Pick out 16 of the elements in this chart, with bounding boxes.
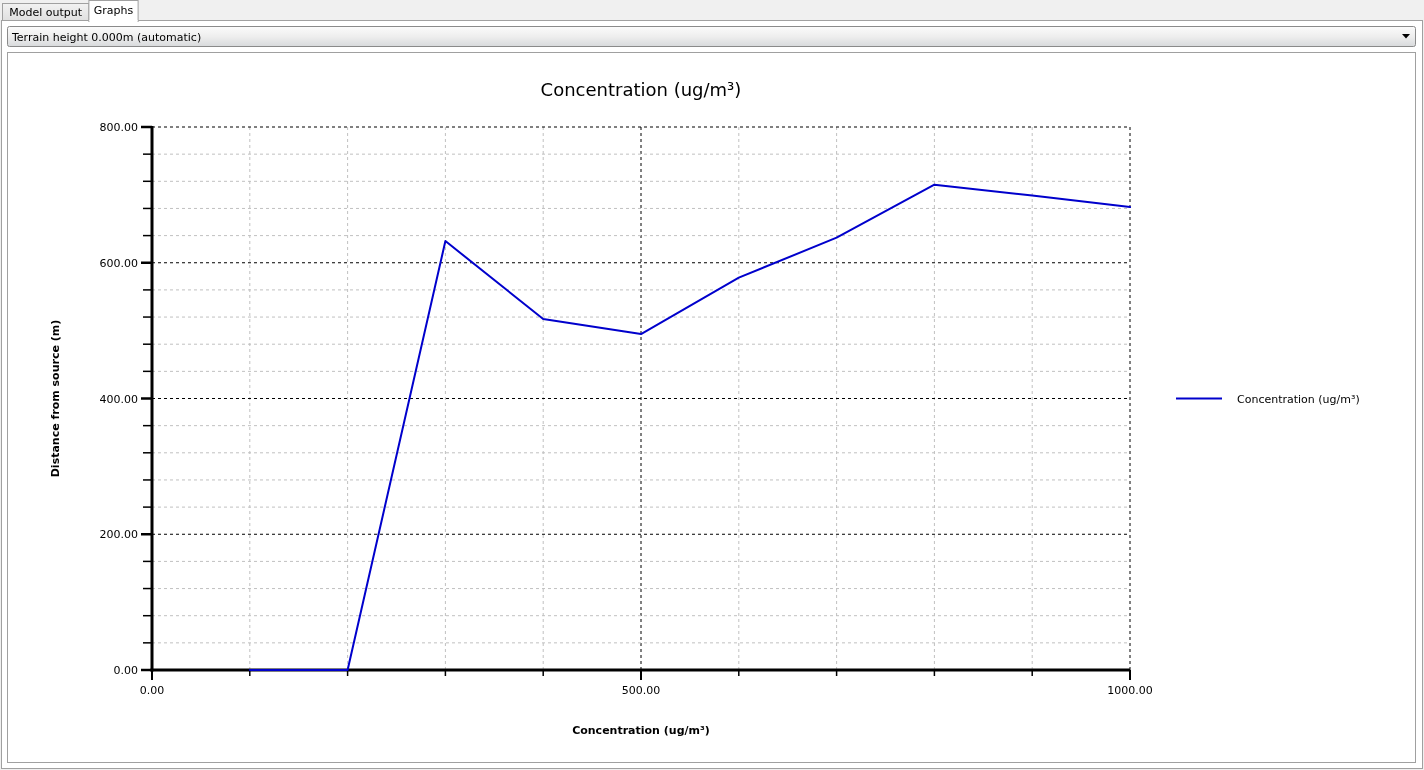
tab[interactable]: Model output: [2, 3, 90, 21]
x-tick-label: 500.00: [621, 684, 661, 697]
y-tick-label: 0.00: [113, 664, 138, 677]
dropdown[interactable]: Terrain height 0.000m (automatic): [7, 26, 1416, 47]
x-tick-label: 1000.00: [1107, 684, 1153, 697]
tab[interactable]: Graphs: [88, 0, 139, 22]
x-tick-label: 0.00: [139, 684, 165, 697]
line-series: [248, 183, 1131, 671]
y-tick-label: 200.00: [99, 528, 138, 542]
x-axis-title: Concentration (ug/m³): [572, 724, 710, 737]
chart-title: Concentration (ug/m³): [540, 79, 742, 100]
y-tick-label: 600.00: [99, 256, 138, 270]
y-axis-title: Distance from source (m): [49, 319, 62, 478]
legend-label: Concentration (ug/m³): [1237, 392, 1360, 406]
y-tick-label: 800.00: [99, 121, 138, 134]
y-tick-label: 400.00: [99, 392, 138, 406]
